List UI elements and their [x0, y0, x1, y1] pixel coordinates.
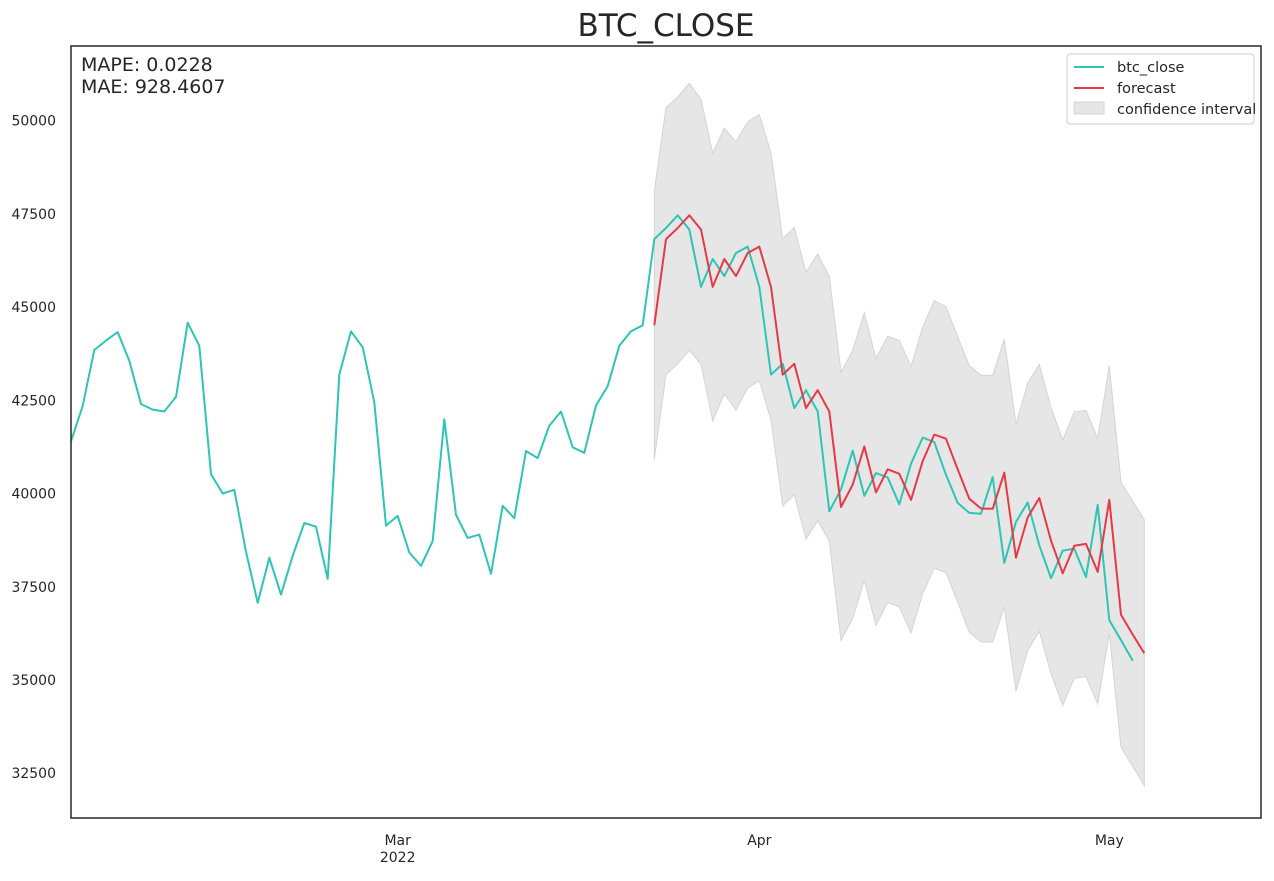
mae-annotation: MAE: 928.4607 — [81, 76, 226, 98]
chart-title: BTC_CLOSE — [577, 8, 754, 44]
legend-confidence-label: confidence interval — [1117, 102, 1256, 118]
y-tick-label: 50000 — [11, 114, 56, 130]
x-tick-label: May — [1095, 833, 1124, 849]
legend-btc-close-label: btc_close — [1117, 60, 1185, 76]
axes: 32500 35000 37500 40000 42500 45000 47500 50000… — [11, 45, 1262, 866]
legend: btc_close forecast confidence interval — [1066, 53, 1256, 125]
y-tick-label: 37500 — [11, 580, 56, 596]
x-tick-label: Apr — [747, 833, 771, 849]
legend-confidence-swatch — [1073, 101, 1105, 115]
x-tick-label: Mar — [384, 833, 411, 849]
y-tick-label: 32500 — [11, 766, 56, 782]
mape-annotation: MAPE: 0.0228 — [81, 54, 213, 76]
legend-box — [1066, 53, 1255, 125]
y-tick-label: 42500 — [11, 393, 56, 409]
plot-area — [71, 82, 1146, 788]
y-tick-label: 35000 — [11, 673, 56, 689]
y-tick-label: 40000 — [11, 487, 56, 503]
plot-frame — [70, 45, 1262, 819]
y-tick-label: 47500 — [11, 207, 56, 223]
btc-close-line — [71, 214, 1134, 662]
y-tick-label: 45000 — [11, 300, 56, 316]
x-tick-label: 2022 — [380, 850, 416, 866]
forecast-line — [653, 214, 1146, 654]
confidence-interval-band — [653, 82, 1145, 788]
plot-inner — [71, 82, 1146, 788]
legend-forecast-label: forecast — [1117, 81, 1176, 97]
